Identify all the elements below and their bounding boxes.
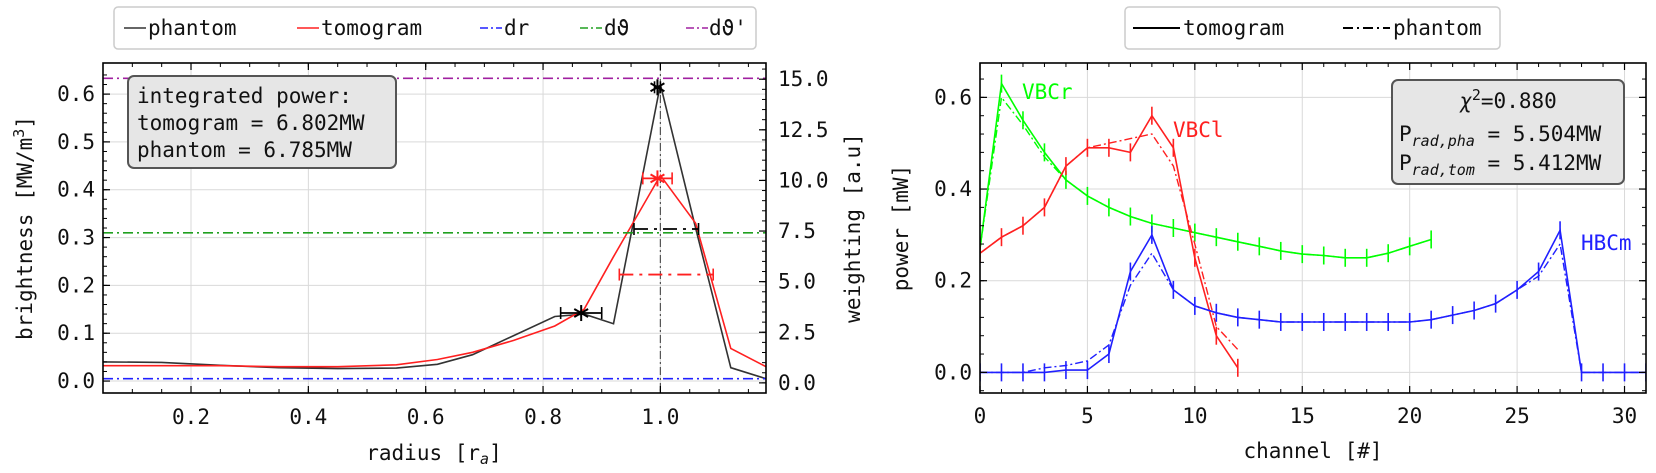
weight-marker [650,79,665,96]
right-y-axis-label: power [mW] [889,165,913,291]
left-y2-axis-label: weighting [a.u] [841,133,865,323]
prad-pha-text: Prad,pha = 5.504MW [1399,122,1602,150]
left-y-axis-label: brightness [MW/m3] [10,116,37,340]
right-x-tick-label: 10 [1182,404,1207,428]
left-x-tick-label: 0.4 [289,405,327,429]
left-x-tick-label: 0.2 [172,405,210,429]
left-weight-markers [559,79,714,322]
weight-marker [559,305,603,322]
left-series-tomogram [103,173,766,368]
left-y-tick-label: 0.0 [57,369,95,393]
right-y-tick-label: 0.4 [934,177,972,201]
right-x-tick-label: 0 [974,404,987,428]
right-info-box: χ2=0.880 Prad,pha = 5.504MW Prad,tom = 5… [1391,79,1625,185]
legend-label-dtheta: dϑ [604,16,629,40]
info-line-1: integrated power: [137,84,352,108]
left-y2-tick-label: 15.0 [778,67,829,91]
legend-label-dr: dr [504,16,529,40]
left-x-axis-label: radius [ra] [366,441,501,468]
left-y-tick-label: 0.3 [57,226,95,250]
right-x-tick-label: 30 [1612,404,1637,428]
right-y-tick-label: 0.2 [934,269,972,293]
left-y2-tick-label: 10.0 [778,168,829,192]
legend-entry-dr: dr [480,16,529,40]
legend-label-dtheta-prime: dϑ' [709,16,747,40]
right-x-tick-label: 20 [1397,404,1422,428]
info-line-3: phantom = 6.785MW [137,138,352,162]
right-x-tick-label: 15 [1290,404,1315,428]
right-info-box-frame [1391,79,1625,185]
legend-entry-phantom: phantom [124,16,237,40]
right-x-tick-label: 25 [1504,404,1529,428]
weight-marker [633,223,700,236]
series-tag-hbcm: HBCm [1581,231,1632,255]
right-x-tick-label: 5 [1081,404,1094,428]
left-legend: phantom tomogram dr dϑ dϑ' [113,6,757,50]
right-plot-frame [979,62,1647,394]
left-ticks: 0.2 0.4 0.6 0.8 1.0 0.0 0.1 0.2 0.3 0.4 0.5 0.6 0.0 2… [57,63,829,429]
left-y-tick-label: 0.5 [57,130,95,154]
legend-entry-right-tomogram: tomogram [1133,16,1284,40]
left-x-tick-label: 0.6 [407,405,445,429]
right-y-tick-label: 0.6 [934,85,972,109]
left-y-tick-label: 0.6 [57,82,95,106]
right-series-hbcm-phantom [980,242,1646,374]
left-y2-tick-label: 2.5 [778,320,816,344]
left-y2-tick-label: 5.0 [778,270,816,294]
chi-squared-text: χ2=0.880 [1459,86,1557,113]
left-legend-frame [113,6,757,50]
right-series-hbcm-tomogram [980,227,1646,374]
left-y2-tick-label: 0.0 [778,371,816,395]
right-ticks: 0 5 10 15 20 25 30 0.0 0.2 0.4 0.6 [934,63,1647,428]
legend-entry-tomogram: tomogram [297,16,422,40]
star-marker [650,170,665,187]
legend-entry-dtheta: dϑ [580,16,629,40]
legend-label-phantom: phantom [148,16,237,40]
right-series-vbcl-phantom [980,133,1239,350]
weight-marker [618,268,714,281]
left-y-tick-label: 0.4 [57,178,95,202]
legend-label-right-phantom: phantom [1393,16,1482,40]
left-y-tick-label: 0.1 [57,321,95,345]
right-series-vbcr-tomogram [980,81,1432,259]
series-tag-vbcr: VBCr [1022,80,1073,104]
right-legend-frame [1124,6,1501,50]
left-y-tick-label: 0.2 [57,273,95,297]
right-lines [980,74,1646,382]
left-x-tick-label: 0.8 [524,405,562,429]
left-y2-tick-label: 12.5 [778,118,829,142]
left-info-box: integrated power: tomogram = 6.802MW pha… [127,75,397,169]
left-x-tick-label: 1.0 [641,405,679,429]
right-y-tick-label: 0.0 [934,360,972,384]
left-info-box-frame [127,75,397,169]
prad-tom-text: Prad,tom = 5.412MW [1399,151,1602,179]
left-chart: 0.2 0.4 0.6 0.8 1.0 0.0 0.1 0.2 0.3 0.4 0.5 0.6 0.0 2… [10,6,865,468]
star-marker [650,79,665,96]
series-tag-vbcl: VBCl [1173,118,1224,142]
left-y2-tick-label: 7.5 [778,219,816,243]
legend-label-tomogram: tomogram [321,16,422,40]
weight-marker [641,170,673,187]
legend-entry-right-phantom: phantom [1343,16,1482,40]
legend-label-right-tomogram: tomogram [1183,16,1284,40]
right-legend: tomogram phantom [1124,6,1501,50]
legend-entry-dtheta-prime: dϑ' [686,16,747,40]
right-x-axis-label: channel [#] [1243,439,1382,463]
star-marker [573,305,589,322]
left-lines [103,63,766,393]
info-line-2: tomogram = 6.802MW [137,111,365,135]
right-chart: 0 5 10 15 20 25 300.00.20.40.6 VBCr VBCl HBCm … [889,6,1647,463]
